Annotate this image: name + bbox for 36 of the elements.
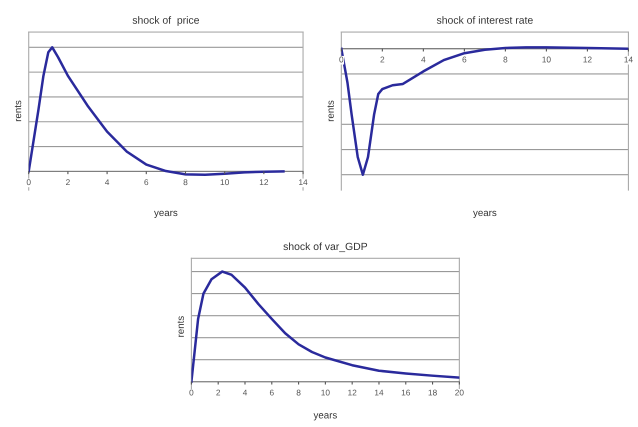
y-axis-title: rents: [327, 100, 334, 122]
x-tick-label: 12: [348, 390, 356, 396]
x-tick-label: 16: [402, 390, 410, 396]
y-axis-title: rents: [14, 100, 22, 122]
x-tick-label: 18: [428, 390, 437, 396]
x-tick-label: 4: [104, 179, 110, 186]
chart-title: shock of price: [132, 16, 199, 26]
x-tick-label: 2: [66, 179, 70, 186]
x-tick-label: 8: [184, 179, 188, 186]
x-tick-label: 12: [583, 56, 592, 62]
x-tick-label: 10: [220, 179, 229, 186]
x-axis-title: years: [154, 210, 178, 218]
x-tick-label: 10: [542, 56, 551, 62]
x-tick-label: 6: [462, 56, 466, 62]
x-tick-label: 14: [624, 56, 633, 62]
x-tick-label: 20: [455, 390, 464, 396]
x-tick-label: 12: [260, 179, 268, 186]
x-tick-label: 0: [26, 179, 31, 186]
x-tick-label: 8: [503, 56, 508, 62]
x-tick-label: 10: [321, 390, 330, 396]
chart-title: shock of interest rate: [436, 16, 533, 24]
x-tick-label: 4: [421, 56, 426, 62]
x-tick-label: 14: [374, 390, 384, 396]
x-tick-label: 4: [242, 390, 248, 396]
x-tick-label: 6: [144, 179, 148, 186]
x-tick-label: 2: [380, 56, 384, 62]
x-tick-label: 0: [339, 56, 344, 62]
x-axis-title: years: [473, 210, 496, 218]
x-tick-label: 8: [296, 390, 301, 396]
x-axis-title: years: [314, 413, 337, 420]
x-tick-label: 0: [189, 390, 194, 396]
x-tick-label: 14: [299, 179, 308, 186]
chart-title: shock of var_GDP: [283, 242, 368, 252]
y-axis-title: rents: [178, 316, 184, 337]
x-tick-label: 2: [216, 390, 220, 396]
x-tick-label: 6: [270, 390, 274, 396]
